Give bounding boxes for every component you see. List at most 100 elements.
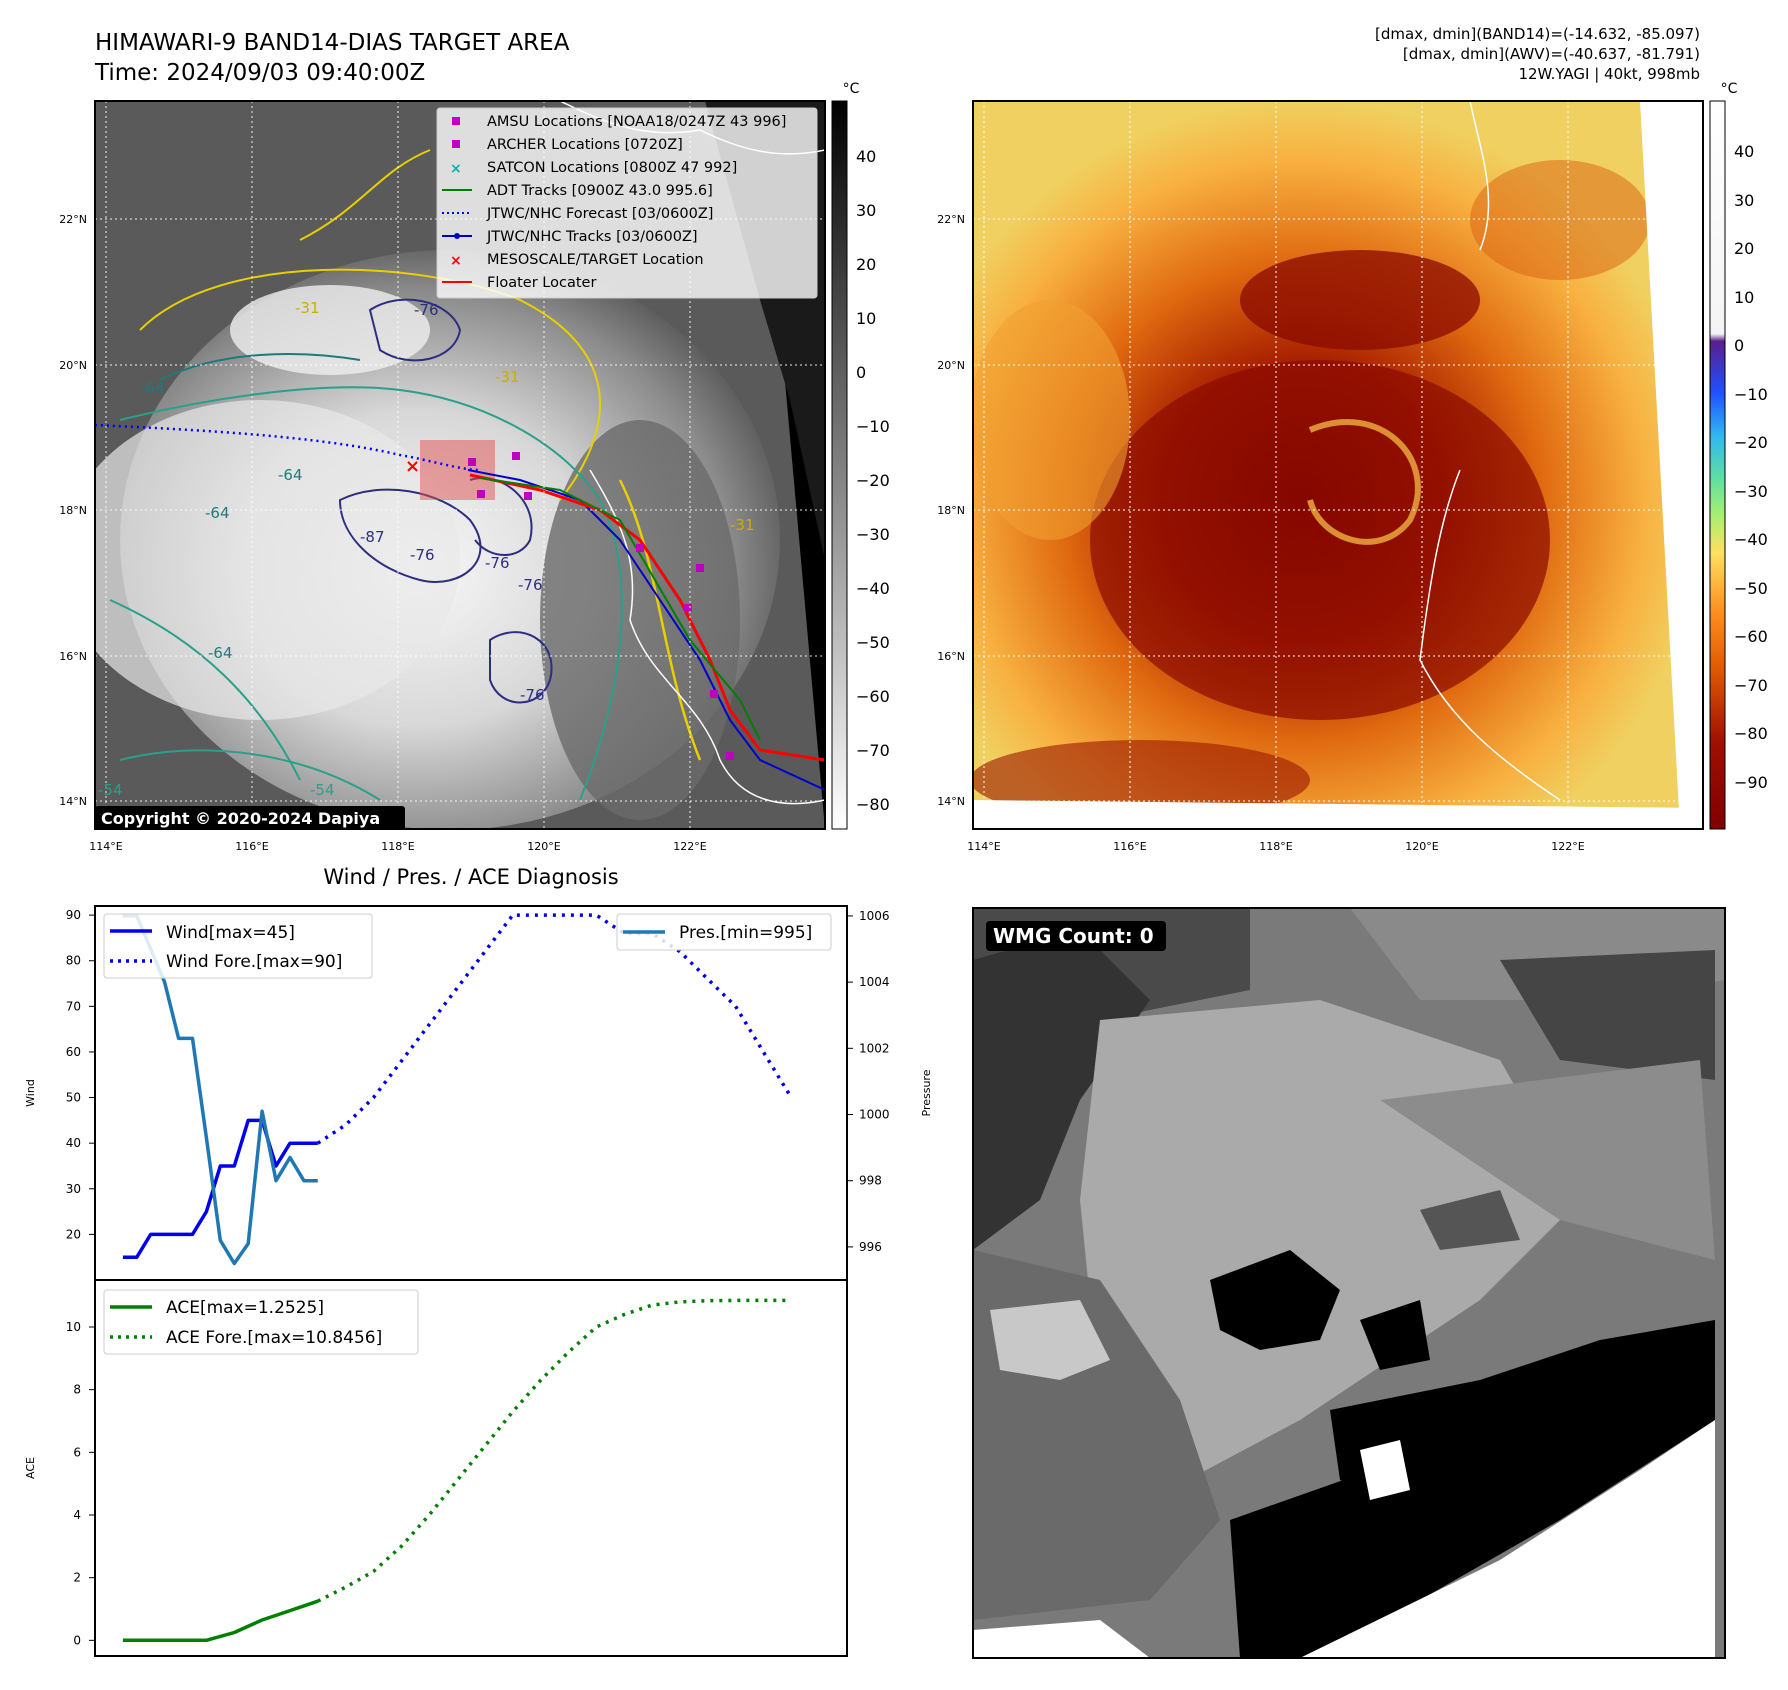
y-tick-label: 80: [66, 954, 81, 968]
legend-pressure: Pres.[min=995]: [679, 923, 812, 943]
figure-time: Time: 2024/09/03 09:40:00Z: [94, 60, 425, 86]
series-line-wind-fore: [316, 913, 793, 1145]
svg-text:40: 40: [856, 147, 876, 166]
contour-label: -76: [410, 546, 435, 564]
y2-tick-label: 1002: [859, 1041, 890, 1055]
legend-wind-forecast: Wind Fore.[max=90]: [166, 952, 342, 972]
svg-text:−10: −10: [856, 417, 890, 436]
y-tick-label: 8: [73, 1383, 81, 1397]
svg-text:120°E: 120°E: [1405, 840, 1438, 853]
svg-text:122°E: 122°E: [1551, 840, 1584, 853]
color-colorbar: °C 40 30 20 10 0 −10 −20 −30 −40 −50 −60…: [1709, 81, 1768, 830]
svg-text:−10: −10: [1734, 385, 1768, 404]
svg-text:°C: °C: [1721, 81, 1738, 97]
contour-label: -64: [140, 379, 165, 397]
svg-text:16°N: 16°N: [59, 650, 87, 663]
y-tick-label: 0: [73, 1633, 81, 1647]
svg-text:40: 40: [1734, 142, 1754, 161]
y2-tick-label: 996: [859, 1240, 882, 1254]
series-line-ace-fore: [317, 1298, 792, 1603]
contour-label: -64: [278, 466, 303, 484]
series-line-wind: [122, 1118, 318, 1259]
contour-label: -76: [520, 686, 545, 704]
svg-text:−90: −90: [1734, 773, 1768, 792]
svg-text:0: 0: [856, 363, 866, 382]
svg-text:−50: −50: [1734, 579, 1768, 598]
contour-label: -31: [495, 368, 520, 386]
svg-text:20: 20: [1734, 239, 1754, 258]
svg-text:118°E: 118°E: [1259, 840, 1292, 853]
contour-label: -76: [414, 301, 439, 319]
awv-map-panel: [973, 101, 1703, 829]
y-tick-label: 40: [66, 1136, 81, 1150]
contour-label: -31: [730, 516, 755, 534]
y-tick-label: 70: [66, 999, 81, 1013]
svg-text:30: 30: [1734, 191, 1754, 210]
series-line-ace: [122, 1599, 319, 1643]
svg-text:122°E: 122°E: [673, 840, 706, 853]
svg-text:×: ×: [405, 456, 420, 477]
ir-lat-ticks: 22°N 20°N 18°N 16°N 14°N: [59, 213, 87, 808]
svg-text:−30: −30: [856, 525, 890, 544]
svg-text:×: ×: [450, 161, 462, 177]
legend-item: JTWC/NHC Forecast [03/0600Z]: [486, 206, 713, 222]
svg-text:0: 0: [1734, 336, 1744, 355]
svg-text:16°N: 16°N: [937, 650, 965, 663]
svg-text:−20: −20: [856, 471, 890, 490]
y2-tick-label: 1000: [859, 1108, 890, 1122]
contour-label: -64: [205, 504, 230, 522]
y-tick-label: 30: [66, 1182, 81, 1196]
ace-ylabel: ACE: [24, 1457, 37, 1479]
contour-label: -87: [360, 528, 385, 546]
contour-label: -54: [310, 781, 335, 799]
y-tick-label: 60: [66, 1045, 81, 1059]
svg-text:−20: −20: [1734, 433, 1768, 452]
svg-text:118°E: 118°E: [381, 840, 414, 853]
svg-text:−30: −30: [1734, 482, 1768, 501]
pressure-ylabel: Pressure: [920, 1069, 933, 1116]
svg-text:−60: −60: [856, 687, 890, 706]
gray-colorbar: °C 40 30 20 10 0 −10 −20 −30 −40 −50 −60…: [831, 81, 890, 830]
svg-text:−40: −40: [856, 579, 890, 598]
contour-label: -76: [485, 554, 510, 572]
y-tick-label: 20: [66, 1227, 81, 1241]
y2-tick-label: 1004: [859, 975, 890, 989]
legend-item: AMSU Locations [NOAA18/0247Z 43 996]: [487, 114, 786, 130]
svg-text:114°E: 114°E: [967, 840, 1000, 853]
legend-item: ARCHER Locations [0720Z]: [487, 137, 683, 153]
contour-label: -64: [208, 644, 233, 662]
svg-text:×: ×: [450, 253, 462, 269]
copyright-badge: Copyright © 2020-2024 Dapiya: [101, 809, 380, 828]
legend-item: ADT Tracks [0900Z 43.0 995.6]: [487, 183, 713, 199]
svg-text:20°N: 20°N: [937, 359, 965, 372]
svg-text:−80: −80: [856, 795, 890, 814]
y2-tick-label: 998: [859, 1174, 882, 1188]
y-tick-label: 90: [66, 908, 81, 922]
contour-label: -76: [518, 576, 543, 594]
svg-text:−70: −70: [1734, 676, 1768, 695]
y-tick-label: 2: [73, 1571, 81, 1585]
awv-lat-ticks: 22°N 20°N 18°N 16°N 14°N: [937, 213, 965, 808]
ace-chart: 0 2 4 6 8 10 ACE ACE[max=1.2525] ACE Fore.[ma…: [24, 1279, 848, 1657]
y-tick-label: 10: [66, 1320, 81, 1334]
svg-text:−50: −50: [856, 633, 890, 652]
y-tick-label: 6: [73, 1445, 81, 1459]
svg-text:−70: −70: [856, 741, 890, 760]
info-line-2: [dmax, dmin](AWV)=(-40.637, -81.791): [1403, 45, 1700, 63]
svg-text:−60: −60: [1734, 627, 1768, 646]
svg-text:−80: −80: [1734, 724, 1768, 743]
legend-ace-forecast: ACE Fore.[max=10.8456]: [166, 1328, 382, 1348]
svg-text:116°E: 116°E: [235, 840, 268, 853]
svg-text:°C: °C: [843, 81, 860, 97]
y2-tick-label: 1006: [859, 909, 890, 923]
legend-ace: ACE[max=1.2525]: [166, 1298, 324, 1318]
awv-lon-ticks: 114°E 116°E 118°E 120°E 122°E: [967, 840, 1584, 853]
contour-label: -31: [295, 299, 320, 317]
figure-title: HIMAWARI-9 BAND14-DIAS TARGET AREA: [95, 30, 570, 56]
svg-text:116°E: 116°E: [1113, 840, 1146, 853]
svg-text:10: 10: [856, 309, 876, 328]
svg-text:18°N: 18°N: [937, 504, 965, 517]
legend-wind: Wind[max=45]: [166, 923, 295, 943]
